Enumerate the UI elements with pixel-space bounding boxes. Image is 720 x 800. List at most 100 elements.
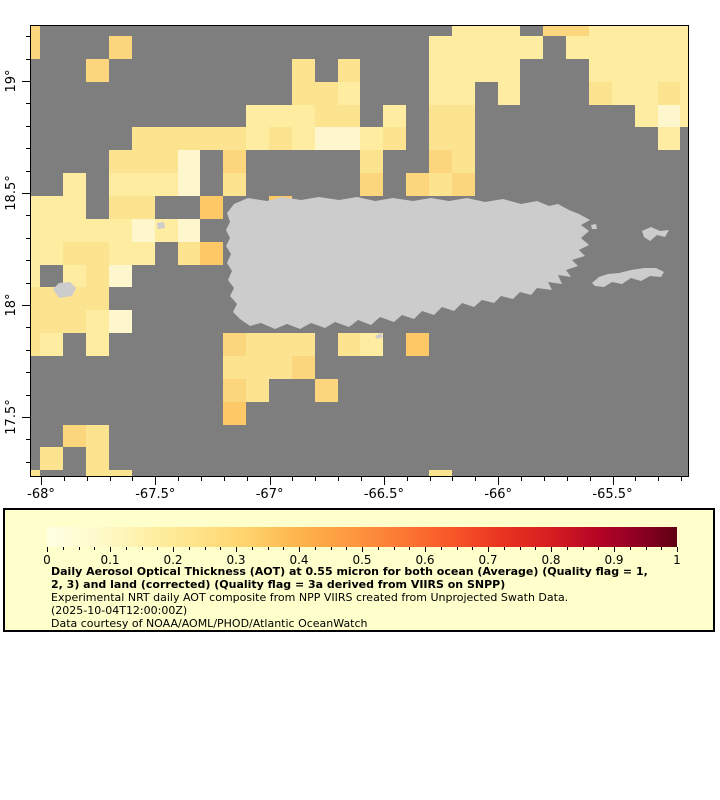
aot-cell <box>108 470 132 476</box>
aot-cell <box>246 378 269 402</box>
aot-cell <box>269 333 292 357</box>
aot-cell <box>154 127 178 151</box>
aot-cell <box>657 58 681 82</box>
x-axis-tick-label: -67.5° <box>135 487 176 502</box>
caption: Daily Aerosol Optical Thickness (AOT) at… <box>51 565 648 630</box>
x-axis-minor-tick <box>246 477 248 481</box>
colorbar-tick-label: 0.9 <box>604 553 624 567</box>
aot-cell <box>451 150 475 174</box>
aot-cell <box>451 58 475 82</box>
colorbar-major-tick <box>173 547 174 552</box>
y-axis-tick-label: 18° <box>4 293 19 317</box>
colorbar-minor-tick <box>629 547 631 550</box>
aot-cell <box>63 218 87 242</box>
colorbar-major-tick <box>362 547 363 552</box>
x-axis-tick-label: -66° <box>484 487 513 502</box>
x-axis-tick-label: -65.5° <box>592 487 633 502</box>
aot-cell <box>611 58 635 82</box>
x-axis-major-tick <box>155 477 157 485</box>
colorbar-minor-tick <box>440 547 442 550</box>
y-axis-minor-tick <box>26 439 30 441</box>
aot-cell <box>657 104 681 128</box>
x-axis-minor-tick <box>475 477 477 481</box>
colorbar-minor-tick <box>204 547 206 550</box>
y-axis-major-tick <box>22 417 30 418</box>
x-axis-minor-tick <box>109 477 111 481</box>
aot-cell <box>269 104 292 128</box>
aot-cell <box>223 356 247 379</box>
aot-cell <box>246 104 269 128</box>
x-axis-minor-tick <box>543 477 545 481</box>
y-axis-tick-label: 19° <box>4 69 19 93</box>
aot-cell <box>63 264 87 288</box>
aot-cell <box>383 127 407 151</box>
aot-cell <box>86 287 109 311</box>
x-axis-minor-tick <box>658 477 660 481</box>
aot-cell <box>291 58 315 82</box>
aot-cell <box>451 36 475 59</box>
aot-cell <box>314 81 338 105</box>
colorbar-tick-label: 0.3 <box>226 553 246 567</box>
aot-cell <box>63 424 87 448</box>
vieques-island <box>592 268 664 287</box>
colorbar-tick-label: 0.4 <box>289 553 309 567</box>
aot-cell <box>566 26 590 36</box>
aot-cell <box>223 127 247 151</box>
colorbar-major-tick <box>47 547 48 552</box>
y-axis-major-tick <box>22 305 30 306</box>
aot-cell <box>40 333 64 357</box>
aot-cell <box>86 58 109 82</box>
aot-cell <box>131 173 155 197</box>
aot-cell <box>566 36 590 59</box>
colorbar-minor-tick <box>456 547 458 550</box>
colorbar-tick-label: 0.5 <box>352 553 372 567</box>
aot-cell <box>131 218 155 242</box>
aot-cell <box>291 81 315 105</box>
aot-cell <box>429 127 452 151</box>
y-axis-tick-label: 17.5° <box>4 399 19 435</box>
aot-cell <box>131 241 155 265</box>
x-axis-tick-label: -66.5° <box>363 487 404 502</box>
x-axis-minor-tick <box>452 477 454 481</box>
colorbar-minor-tick <box>220 547 222 550</box>
aot-cell <box>589 26 612 36</box>
aot-cell <box>337 58 361 82</box>
x-axis-minor-tick <box>315 477 317 481</box>
aot-cell <box>177 218 201 242</box>
aot-cell <box>31 36 41 59</box>
x-axis-major-tick <box>498 477 500 485</box>
aot-cell <box>108 150 132 174</box>
x-axis-minor-tick <box>681 477 683 481</box>
aot-cell <box>200 196 224 219</box>
aot-cell <box>86 447 109 471</box>
aot-cell <box>108 173 132 197</box>
colorbar-minor-tick <box>62 547 64 550</box>
colorbar-minor-tick <box>330 547 332 550</box>
colorbar-minor-tick <box>125 547 127 550</box>
colorbar-major-tick <box>299 547 300 552</box>
aot-cell <box>680 36 688 59</box>
aot-cell <box>589 58 612 82</box>
aot-cell <box>657 127 681 151</box>
aot-cell <box>451 173 475 197</box>
aot-cell <box>451 26 475 36</box>
colorbar-minor-tick <box>661 547 663 550</box>
aot-cell <box>680 104 688 128</box>
aot-cell <box>40 196 64 219</box>
colorbar-tick-label: 0.8 <box>541 553 561 567</box>
aot-cell <box>497 26 521 36</box>
caption-line-4: (2025-10-04T12:00:00Z) <box>51 604 188 617</box>
y-axis-minor-tick <box>26 349 30 351</box>
aot-cell <box>40 447 64 471</box>
aot-cell <box>246 333 269 357</box>
aot-cell <box>269 356 292 379</box>
aot-cell <box>131 150 155 174</box>
aot-cell <box>474 26 498 36</box>
aot-cell <box>360 150 384 174</box>
colorbar-minor-tick <box>346 547 348 550</box>
x-axis-major-tick <box>383 477 385 485</box>
y-axis-tick-label: 18.5° <box>4 175 19 211</box>
aot-cell <box>86 218 109 242</box>
aot-cell <box>40 241 64 265</box>
